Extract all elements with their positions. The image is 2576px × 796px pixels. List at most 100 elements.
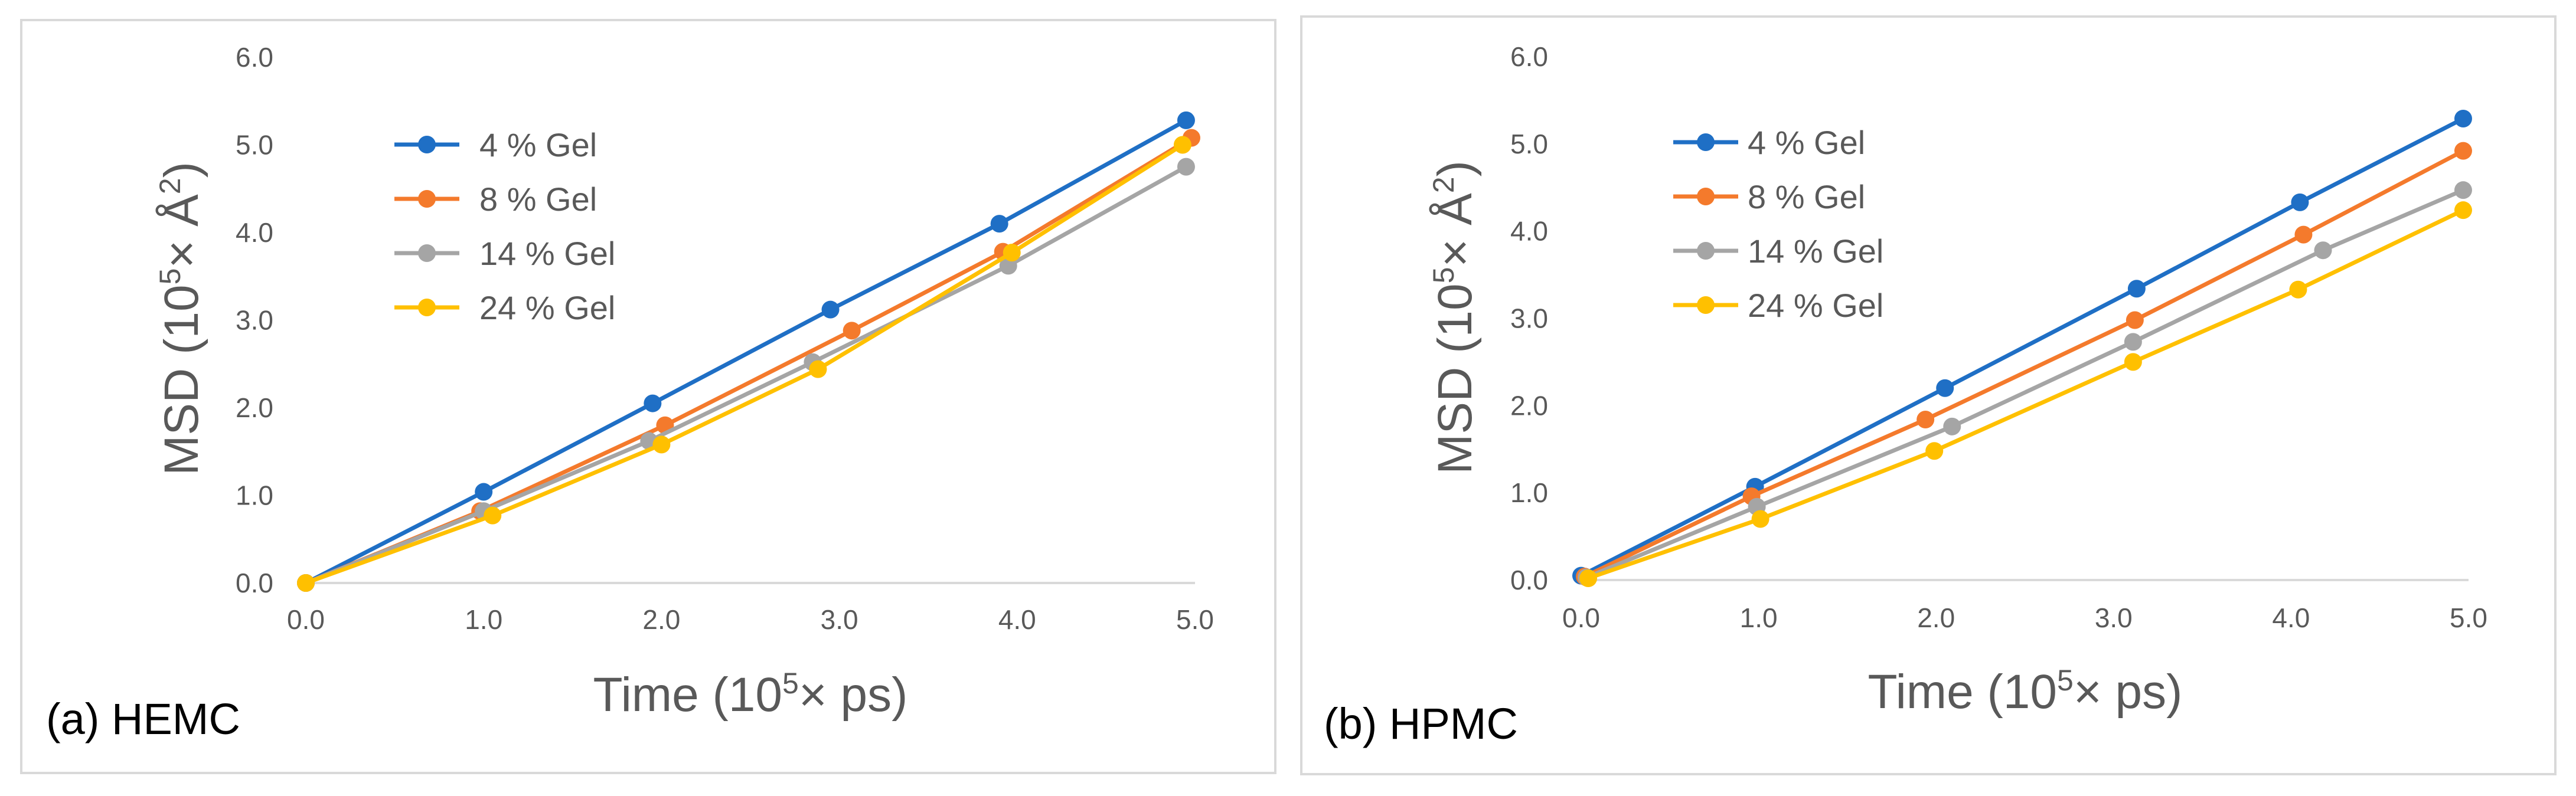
series-line-24-gel [1586,208,2466,581]
legend-label: 24 % Gel [1748,287,1883,324]
y-tick-label: 5.0 [1510,129,1548,159]
y-tick-label: 4.0 [236,217,273,248]
y-tick-label: 4.0 [1510,216,1548,247]
x-tick-labels: 0.0 1.0 2.0 3.0 4.0 5.0 [1562,602,2487,633]
y-tick-label: 0.0 [1510,565,1548,595]
series-line-8-gel [1582,149,2466,579]
series-line-4-gel [303,118,1189,585]
chart-panel-hpmc: 0.0 1.0 2.0 3.0 4.0 5.0 6.0 0.0 1.0 2.0 3.0 4.0 5.0… [1300,15,2557,775]
x-tick-label: 1.0 [465,604,502,635]
data-point-24-gel [2454,201,2472,220]
data-point-24-gel [297,574,315,592]
y-axis-title: MSD (105× Å2) [154,162,208,476]
legend-label: 14 % Gel [1748,232,1883,270]
data-point-14-gel [2454,181,2472,199]
data-point-14-gel [1943,417,1961,435]
data-point-8-gel [2454,142,2472,160]
y-tick-label: 2.0 [1510,390,1548,421]
legend-marker [1697,296,1715,314]
legend-marker [1697,188,1715,205]
x-tick-label: 4.0 [2272,602,2310,633]
data-point-24-gel [652,435,671,454]
series-line-14-gel [1584,188,2466,580]
y-tick-label: 6.0 [1510,41,1548,72]
legend-item-4-gel: 4 % Gel [1673,124,1865,161]
legend-marker [1697,133,1715,151]
y-tick-label: 0.0 [236,568,273,598]
legend-label: 4 % Gel [479,126,597,163]
data-point-4-gel [644,394,662,412]
x-tick-label: 5.0 [2450,602,2487,633]
data-point-24-gel [1173,136,1191,154]
y-tick-label: 3.0 [1510,303,1548,334]
legend-item-14-gel: 14 % Gel [394,235,615,272]
data-point-24-gel [1579,569,1598,588]
series-line-4-gel [1579,116,2466,578]
legend-item-24-gel: 24 % Gel [394,289,615,326]
data-point-24-gel [1003,244,1021,262]
data-point-24-gel [484,506,502,525]
legend-item-8-gel: 8 % Gel [394,181,597,218]
x-tick-label: 0.0 [1562,602,1600,633]
legend-label: 8 % Gel [1748,178,1865,215]
y-tick-label: 2.0 [236,392,273,423]
data-point-4-gel [2291,193,2309,211]
legend-marker [418,136,436,153]
x-axis-title: Time (105× ps) [1868,664,2183,719]
data-point-8-gel [843,322,861,340]
data-point-24-gel [2124,353,2142,371]
legend-item-24-gel: 24 % Gel [1673,287,1883,324]
legend-item-8-gel: 8 % Gel [1673,178,1865,215]
series-layer [297,111,1200,592]
x-tick-label: 2.0 [1917,602,1955,633]
legend-marker [1697,242,1715,260]
data-point-4-gel [2454,109,2472,127]
y-tick-label: 3.0 [236,305,273,336]
legend-label: 4 % Gel [1748,124,1865,161]
data-point-4-gel [990,215,1008,233]
data-point-4-gel [2127,280,2146,298]
panel-label: (b) HPMC [1324,699,1518,748]
data-point-8-gel [2126,311,2144,329]
chart-panel-hemc: 0.0 1.0 2.0 3.0 4.0 5.0 6.0 0.0 1.0 2.0 3.0 4.0 5.0… [20,19,1276,774]
x-tick-label: 4.0 [998,604,1036,635]
x-tick-label: 3.0 [821,604,858,635]
data-point-24-gel [1751,510,1769,528]
legend: 4 % Gel 8 % Gel 14 % Gel 24 % Gel [394,126,615,326]
data-point-8-gel [1917,410,1935,428]
series-line-14-gel [303,165,1189,585]
data-point-4-gel [821,300,840,319]
y-tick-labels: 0.0 1.0 2.0 3.0 4.0 5.0 6.0 [1510,41,1548,595]
legend-item-4-gel: 4 % Gel [394,126,597,163]
data-point-24-gel [2289,280,2307,299]
data-point-24-gel [1925,442,1944,460]
y-axis-title: MSD (105× Å2) [1427,160,1482,474]
data-point-14-gel [1177,158,1195,176]
series-line-24-gel [303,143,1185,585]
legend: 4 % Gel 8 % Gel 14 % Gel 24 % Gel [1673,124,1883,324]
legend-marker [418,190,436,208]
y-tick-label: 1.0 [1510,477,1548,508]
data-point-24-gel [809,360,827,378]
legend-label: 8 % Gel [479,181,597,218]
legend-label: 24 % Gel [479,289,615,326]
x-axis-title: Time (105× ps) [593,667,908,722]
panel-label: (a) HEMC [46,695,240,743]
y-tick-labels: 0.0 1.0 2.0 3.0 4.0 5.0 6.0 [236,42,273,598]
series-layer [1572,109,2472,588]
legend-marker [418,299,436,316]
x-tick-label: 0.0 [287,604,325,635]
y-tick-label: 5.0 [236,130,273,160]
data-point-4-gel [475,483,493,501]
data-point-4-gel [1936,379,1954,397]
data-point-14-gel [2314,241,2332,260]
data-point-14-gel [2124,333,2142,351]
x-tick-label: 1.0 [1740,602,1778,633]
data-point-4-gel [1177,111,1195,129]
legend-label: 14 % Gel [479,235,615,272]
y-tick-label: 1.0 [236,480,273,511]
x-tick-label: 5.0 [1176,604,1214,635]
data-point-8-gel [2294,225,2313,244]
y-tick-label: 6.0 [236,42,273,73]
